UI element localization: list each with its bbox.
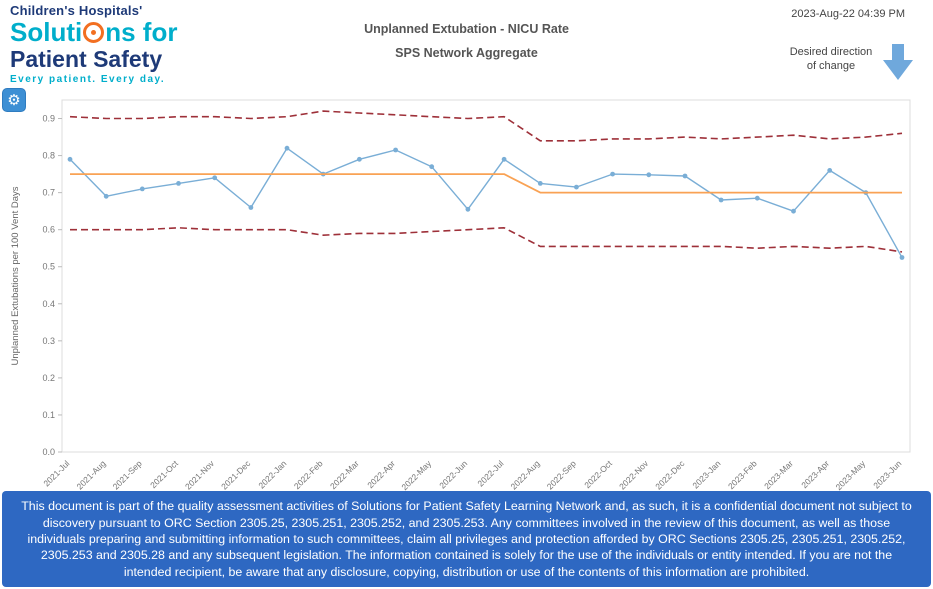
y-tick-label: 0.4 xyxy=(42,299,55,309)
data-point[interactable] xyxy=(139,186,145,192)
x-tick-label: 2022-Apr xyxy=(365,458,397,490)
x-tick-label: 2022-Sep xyxy=(545,458,578,491)
logo-solutions-text: Soluti ns for xyxy=(10,16,178,47)
logo-solutions-post: ns for xyxy=(105,16,178,47)
x-tick-label: 2022-May xyxy=(399,458,433,492)
chart-header: Unplanned Extubation - NICU Rate SPS Net… xyxy=(0,22,933,60)
data-point[interactable] xyxy=(357,156,362,162)
data-point[interactable] xyxy=(646,172,652,178)
nicu-rate-line xyxy=(69,147,903,258)
x-tick-label: 2022-Aug xyxy=(509,458,542,491)
data-point[interactable] xyxy=(791,208,796,214)
x-tick-label: 2023-Jan xyxy=(690,458,722,490)
y-tick-label: 0.7 xyxy=(42,188,55,198)
page-title: Unplanned Extubation - NICU Rate xyxy=(364,22,569,36)
logo-patient-safety-text: Patient Safety xyxy=(10,45,163,72)
centerline-line xyxy=(70,173,902,194)
x-tick-label: 2022-Mar xyxy=(328,458,361,491)
settings-gear-button[interactable]: ⚙ xyxy=(2,88,26,112)
x-tick-label: 2022-Nov xyxy=(617,458,651,492)
data-point[interactable] xyxy=(827,168,833,173)
report-timestamp: 2023-Aug-22 04:39 PM xyxy=(791,8,905,20)
data-point[interactable] xyxy=(537,181,543,186)
x-tick-label: 2021-Jul xyxy=(41,458,71,488)
confidentiality-text: This document is part of the quality ass… xyxy=(21,499,912,579)
data-point[interactable] xyxy=(284,145,290,151)
y-tick-label: 0.2 xyxy=(42,373,55,383)
y-tick-label: 0.1 xyxy=(42,410,55,420)
data-point[interactable] xyxy=(610,171,615,177)
x-tick-label: 2022-Jul xyxy=(475,458,505,488)
x-tick-label: 2021-Dec xyxy=(219,458,253,492)
x-tick-label: 2023-Apr xyxy=(799,458,831,490)
data-point[interactable] xyxy=(501,156,507,162)
x-tick-label: 2021-Nov xyxy=(183,458,217,492)
x-tick-label: 2023-May xyxy=(833,458,867,492)
y-tick-label: 0.0 xyxy=(42,447,55,457)
page-subtitle: SPS Network Aggregate xyxy=(395,46,538,60)
data-point[interactable] xyxy=(899,255,905,260)
data-point[interactable] xyxy=(176,181,181,186)
data-point[interactable] xyxy=(718,197,724,203)
data-point[interactable] xyxy=(574,184,579,190)
data-point[interactable] xyxy=(393,147,398,153)
data-point[interactable] xyxy=(67,156,73,162)
y-tick-label: 0.9 xyxy=(42,114,55,124)
sps-logo: Children's Hospitals' Soluti ns for Patie… xyxy=(10,4,177,86)
x-tick-label: 2022-Jun xyxy=(437,458,469,490)
x-tick-label: 2022-Feb xyxy=(292,458,325,491)
confidentiality-banner: This document is part of the quality ass… xyxy=(2,491,931,587)
logo-tagline: Every patient. Every day. xyxy=(10,74,166,86)
plot-border xyxy=(61,99,911,453)
logo-hospitals-text: Children's Hospitals' xyxy=(10,3,143,18)
target-icon xyxy=(83,21,105,43)
y-tick-label: 0.6 xyxy=(42,225,55,235)
data-point[interactable] xyxy=(754,195,760,201)
gear-icon: ⚙ xyxy=(7,92,21,109)
x-tick-label: 2022-Dec xyxy=(653,458,687,492)
x-tick-label: 2023-Jun xyxy=(871,458,903,490)
upper-control-limit-line xyxy=(69,110,903,142)
y-tick-label: 0.8 xyxy=(42,151,55,161)
y-axis-label: Unplanned Extubations per 100 Vent Days xyxy=(10,186,21,365)
x-tick-label: 2022-Oct xyxy=(582,458,614,490)
lower-control-limit-line xyxy=(70,227,903,253)
data-point[interactable] xyxy=(682,173,688,179)
x-tick-label: 2023-Feb xyxy=(726,458,759,491)
x-tick-label: 2021-Oct xyxy=(148,458,180,490)
data-point[interactable] xyxy=(248,205,254,210)
y-tick-label: 0.3 xyxy=(42,336,55,346)
down-arrow-icon xyxy=(883,44,913,80)
logo-solutions-pre: Soluti xyxy=(10,16,83,47)
x-tick-label: 2023-Mar xyxy=(762,458,795,491)
data-point[interactable] xyxy=(103,193,109,199)
data-point[interactable] xyxy=(212,175,218,181)
data-point[interactable] xyxy=(429,164,435,170)
x-tick-label: 2022-Jan xyxy=(256,458,288,490)
desired-direction: Desired direction of change xyxy=(785,42,915,82)
y-tick-label: 0.5 xyxy=(42,262,55,272)
desired-direction-label: Desired direction of change xyxy=(789,46,873,72)
data-point[interactable] xyxy=(465,206,471,212)
x-tick-label: 2021-Aug xyxy=(74,458,107,491)
x-tick-label: 2021-Sep xyxy=(111,458,144,491)
